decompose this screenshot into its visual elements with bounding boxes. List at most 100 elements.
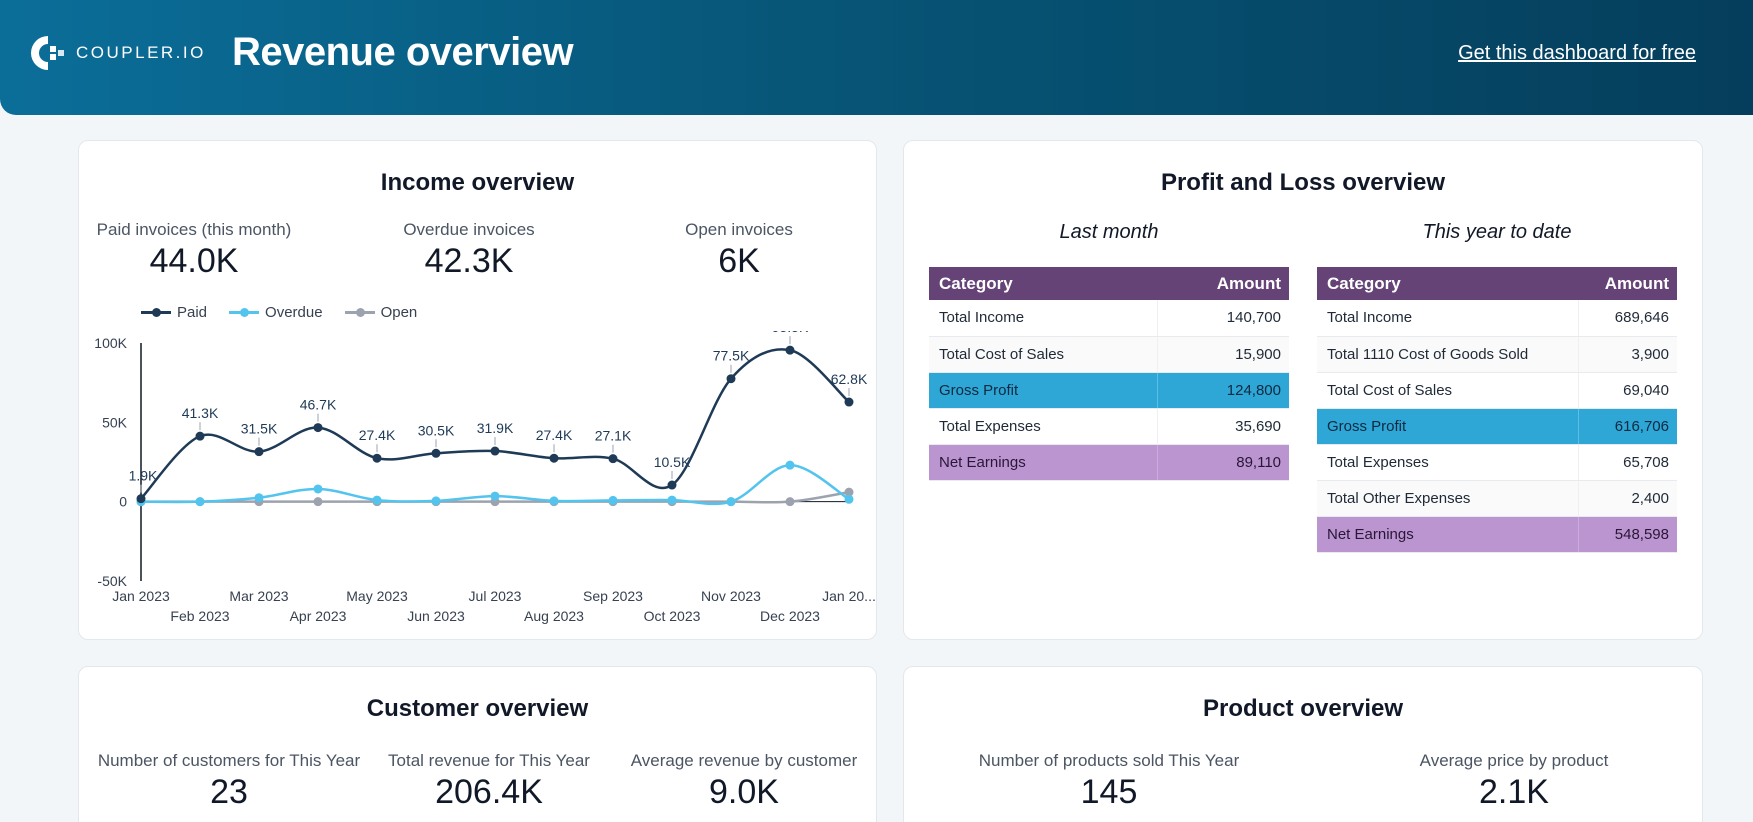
kpi-products-sold: Number of products sold This Year 145 [959,751,1259,812]
kpi-overdue-invoices: Overdue invoices 42.3K [369,220,569,281]
legend-label: Paid [177,304,208,321]
data-point-paid [195,431,205,441]
column-header-amount[interactable]: Amount [1157,267,1289,300]
data-point-open [844,487,854,497]
kpi-value: 2.1K [1479,773,1549,811]
data-point-paid [785,345,795,355]
data-point-paid [372,453,382,463]
coupler-logo[interactable]: COUPLER.IO [28,33,206,73]
row-category: Gross Profit [1317,408,1579,445]
row-category: Total Expenses [1317,444,1579,481]
row-category: Total Cost of Sales [1317,372,1579,409]
data-label-paid: 77.5K [713,348,750,364]
data-point-overdue [608,495,618,505]
x-tick-label: Jul 2023 [469,588,522,604]
x-tick-label: Mar 2023 [229,588,288,604]
table-row: Total Income 140,700 [929,300,1289,337]
page-title: Revenue overview [232,30,574,74]
pl-overview-title: Profit and Loss overview [1160,169,1446,196]
column-header-category[interactable]: Category [1317,267,1579,300]
coupler-logo-icon [30,36,64,70]
kpi-value: 9.0K [709,773,779,811]
data-point-open [313,497,323,507]
data-point-overdue [254,493,264,503]
row-amount: 140,700 [1157,300,1289,337]
data-label-paid: 30.5K [418,422,455,438]
y-tick-label: 50K [102,414,128,430]
row-amount: 65,708 [1578,444,1677,481]
chart-legend[interactable]: Paid Overdue Open [141,304,417,321]
pl-overview-card: Profit and Loss overview Last month This… [903,140,1703,640]
row-amount: 3,900 [1578,336,1677,373]
header-banner: COUPLER.IO Revenue overview Get this das… [0,0,1753,115]
legend-item-overdue[interactable]: Overdue [229,304,323,321]
table-row: Total Cost of Sales 15,900 [929,336,1289,373]
kpi-total-revenue: Total revenue for This Year 206.4K [379,751,599,812]
kpi-value: 206.4K [435,773,543,811]
data-label-paid: 1.9K [129,468,158,484]
table-row: Total 1110 Cost of Goods Sold 3,900 [1317,336,1677,373]
y-tick-label: 0 [119,494,127,510]
row-category: Total 1110 Cost of Goods Sold [1317,336,1579,373]
data-label-paid: 31.9K [477,420,514,436]
legend-item-paid[interactable]: Paid [141,304,207,321]
row-category: Net Earnings [929,444,1158,481]
kpi-value: 6K [718,242,760,280]
row-category: Total Income [929,300,1158,337]
income-overview-card: Income overview Paid invoices (this mont… [78,140,877,640]
x-tick-label: Jan 2023 [112,588,170,604]
get-dashboard-link[interactable]: Get this dashboard for free [1458,42,1696,64]
table-row: Total Income 689,646 [1317,300,1677,337]
data-point-paid [549,453,559,463]
data-point-paid [726,374,736,384]
x-tick-label: Nov 2023 [701,588,761,604]
kpi-value: 23 [210,773,248,811]
x-tick-label: Sep 2023 [583,588,643,604]
data-label-paid: 62.8K [831,371,868,387]
data-point-overdue [667,495,677,505]
data-point-overdue [372,495,382,505]
legend-swatch [344,307,375,317]
pl-last-month-table: Category Amount Total Income 140,700 Tot… [929,267,1289,481]
table-header-row: Category Amount [929,267,1289,300]
kpi-paid-invoices: Paid invoices (this month) 44.0K [94,220,294,281]
data-point-overdue [431,496,441,506]
kpi-label: Total revenue for This Year [388,751,590,770]
data-point-overdue [726,497,736,507]
data-point-overdue [844,494,854,504]
kpi-avg-price-product: Average price by product 2.1K [1394,751,1634,812]
row-category: Gross Profit [929,372,1158,409]
kpi-open-invoices: Open invoices 6K [659,220,819,281]
legend-label: Overdue [265,304,323,321]
ytd-subtitle: This year to date [1422,221,1572,243]
table-row-gross-profit: Gross Profit 124,800 [929,372,1289,409]
row-amount: 616,706 [1578,408,1677,445]
kpi-label: Number of products sold This Year [978,751,1240,770]
x-tick-label: Jan 20... [822,588,876,604]
data-label-paid: 46.7K [300,397,337,413]
column-header-category[interactable]: Category [929,267,1158,300]
row-amount: 15,900 [1157,336,1289,373]
data-point-overdue [549,496,559,506]
row-amount: 35,690 [1157,408,1289,445]
data-point-overdue [195,497,205,507]
product-overview-title: Product overview [1202,695,1404,722]
row-amount: 124,800 [1157,372,1289,409]
legend-item-open[interactable]: Open [344,304,417,321]
kpi-label: Number of customers for This Year [97,751,361,770]
data-point-paid [313,423,323,433]
row-category: Total Other Expenses [1317,480,1579,517]
table-row-net-earnings: Net Earnings 89,110 [929,444,1289,481]
income-overview-title: Income overview [380,169,575,196]
kpi-value: 44.0K [149,242,239,280]
row-category: Net Earnings [1317,516,1579,553]
data-point-overdue [313,484,323,494]
data-label-paid: 10.5K [654,454,691,470]
column-header-amount[interactable]: Amount [1578,267,1677,300]
kpi-label: Overdue invoices [403,220,535,239]
row-category: Total Expenses [929,408,1158,445]
x-tick-label: Oct 2023 [644,608,701,624]
data-label-paid: 27.1K [595,428,632,444]
data-point-overdue [490,491,500,501]
